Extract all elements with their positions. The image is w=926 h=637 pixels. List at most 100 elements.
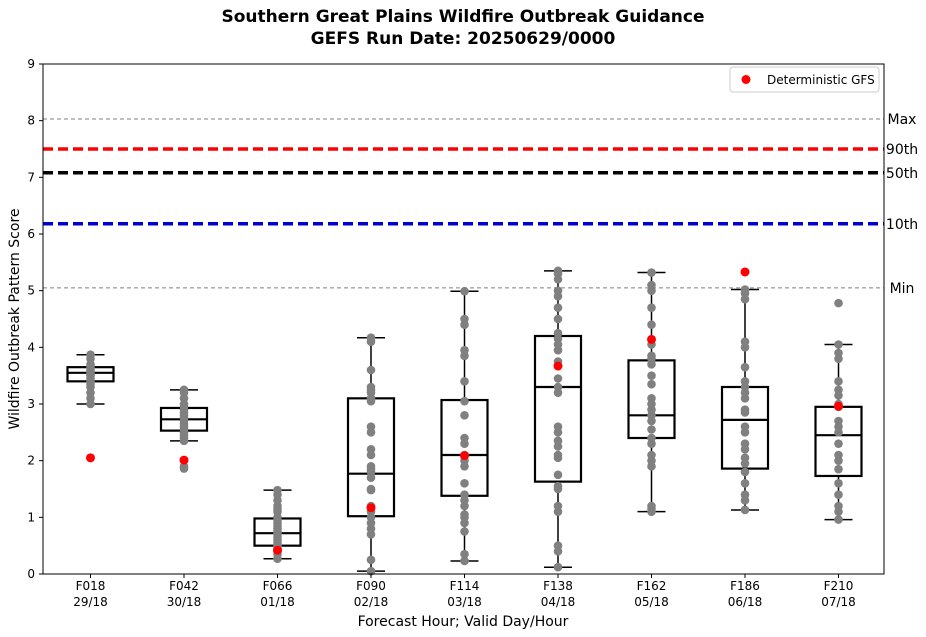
member-point	[834, 490, 843, 499]
chart-title: Southern Great Plains Wildfire Outbreak …	[222, 7, 705, 27]
reference-label-90th: 90th	[886, 142, 918, 158]
member-point	[740, 479, 750, 488]
x-tick-label-hour: F210	[824, 579, 854, 593]
x-tick-label-hour: F162	[637, 579, 667, 593]
member-point	[647, 360, 656, 369]
member-point	[553, 562, 563, 572]
member-point	[460, 351, 469, 361]
x-tick-label-valid: 02/18	[354, 595, 389, 609]
member-point	[553, 484, 563, 494]
member-point	[834, 507, 843, 516]
member-point	[460, 286, 469, 296]
member-point	[553, 292, 563, 301]
member-point	[647, 439, 656, 448]
member-point	[740, 408, 750, 417]
x-tick-label-valid: 01/18	[260, 595, 295, 609]
member-point	[647, 320, 656, 329]
x-tick-label-valid: 04/18	[541, 595, 576, 609]
member-point	[834, 354, 843, 363]
member-point	[460, 501, 469, 511]
y-tick-label: 8	[27, 114, 35, 128]
member-point	[647, 462, 656, 471]
member-point	[834, 464, 843, 474]
deterministic-point	[647, 334, 656, 344]
deterministic-point	[366, 503, 376, 513]
legend-marker	[741, 75, 751, 84]
member-point	[834, 479, 843, 488]
member-point	[647, 507, 656, 516]
deterministic-point	[553, 361, 563, 371]
chart-subtitle: GEFS Run Date: 20250629/0000	[311, 29, 616, 49]
x-tick-label-hour: F186	[730, 579, 760, 593]
member-point	[460, 462, 469, 471]
member-point	[834, 391, 843, 400]
y-tick-label: 1	[27, 510, 35, 524]
reference-label-min: Min	[890, 281, 915, 297]
member-point	[740, 459, 750, 468]
member-point	[834, 298, 843, 308]
member-point	[553, 428, 563, 437]
member-point	[460, 518, 469, 528]
member-point	[460, 396, 469, 406]
member-point	[740, 496, 750, 505]
member-point	[553, 453, 563, 463]
x-tick-label-hour: F138	[543, 579, 573, 593]
x-tick-label-valid: 06/18	[728, 595, 763, 609]
member-point	[740, 428, 750, 437]
deterministic-point	[86, 453, 95, 463]
member-point	[86, 399, 95, 409]
member-point	[460, 377, 469, 386]
member-point	[647, 425, 656, 434]
member-point	[179, 464, 189, 473]
member-point	[834, 428, 843, 437]
member-point	[366, 566, 376, 576]
member-point	[553, 345, 563, 355]
legend-label: Deterministic GFS	[767, 73, 875, 87]
member-point	[366, 450, 376, 460]
member-point	[366, 365, 376, 375]
member-point	[366, 530, 376, 539]
member-point	[740, 394, 750, 403]
member-point	[647, 416, 656, 426]
y-axis-label: Wildfire Outbreak Pattern Score	[7, 208, 23, 429]
member-point	[553, 470, 563, 480]
member-point	[553, 314, 563, 324]
deterministic-point	[460, 451, 469, 461]
member-point	[647, 268, 656, 277]
member-point	[553, 303, 563, 312]
y-tick-label: 4	[27, 340, 35, 354]
reference-label-max: Max	[888, 112, 917, 128]
legend-box	[729, 66, 880, 93]
x-axis-label: Forecast Hour; Valid Day/Hour	[358, 614, 569, 630]
member-point	[553, 388, 563, 397]
plot-area: Max 90th 50th 10th Min 0 1 2 3 4 5 6 7 8 9 F018 29/18 F04…	[27, 57, 918, 609]
member-point	[834, 456, 843, 465]
member-point	[647, 379, 656, 389]
y-tick-label: 5	[27, 284, 35, 298]
axes-frame	[42, 63, 885, 575]
member-point	[366, 337, 376, 346]
x-tick-label-hour: F042	[169, 579, 199, 593]
deterministic-point	[740, 267, 750, 277]
member-point	[834, 377, 843, 386]
member-point	[273, 554, 282, 563]
member-point	[366, 428, 376, 437]
x-tick-label-hour: F114	[450, 579, 480, 593]
x-tick-label-valid: 07/18	[821, 595, 856, 609]
member-point	[460, 439, 469, 448]
member-point	[366, 396, 376, 406]
member-point	[460, 556, 469, 566]
deterministic-point	[834, 401, 843, 411]
member-point	[740, 294, 750, 304]
x-tick-label-hour: F018	[76, 579, 106, 593]
member-point	[740, 445, 750, 454]
y-tick-label: 9	[27, 57, 35, 71]
member-point	[460, 320, 469, 329]
member-point	[553, 547, 563, 556]
x-tick-label-hour: F066	[263, 579, 293, 593]
member-point	[366, 473, 376, 482]
x-tick-label-hour: F090	[356, 579, 386, 593]
member-point	[553, 374, 563, 383]
member-point	[740, 467, 750, 477]
